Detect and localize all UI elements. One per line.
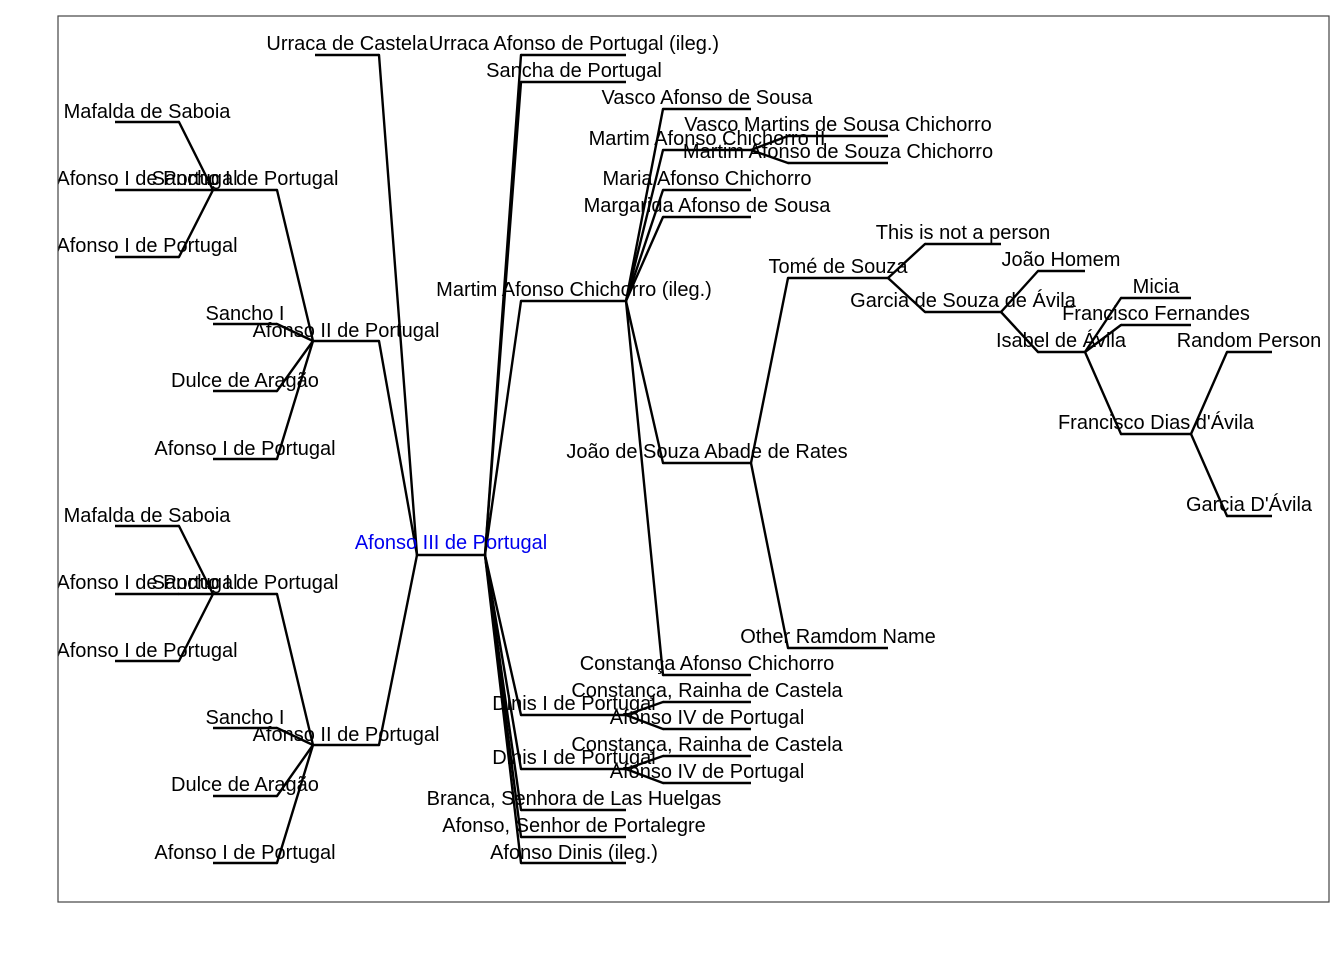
edge-father2-dulce: [275, 743, 315, 798]
node-afonso-i-bottom-2[interactable]: Afonso I de Portugal: [56, 640, 238, 662]
edge-tome-garcia: [886, 276, 927, 314]
node-afonso-ii-top[interactable]: Afonso II de Portugal: [253, 320, 440, 342]
edge-root-father1: [377, 339, 419, 557]
node-branca[interactable]: Branca, Senhora de Las Huelgas: [427, 788, 722, 810]
node-dulce-1[interactable]: Dulce de Aragão: [171, 370, 319, 392]
tree-edges: [177, 53, 1229, 865]
edge-martim-joao: [624, 299, 665, 465]
node-dinis-2[interactable]: Dinis I de Portugal: [492, 747, 655, 769]
node-dulce-2[interactable]: Dulce de Aragão: [171, 774, 319, 796]
node-joao-souza[interactable]: João de Souza Abade de Rates: [566, 441, 847, 463]
edge-dinis1-constanca: [624, 700, 665, 717]
node-afonso-i-top-2[interactable]: Afonso I de Portugal: [56, 235, 238, 257]
node-urraca-de-castela[interactable]: Urraca de Castela: [266, 33, 428, 55]
node-tome-souza[interactable]: Tomé de Souza: [769, 256, 909, 278]
node-mafalda-bottom[interactable]: Mafalda de Saboia: [64, 505, 232, 527]
node-afonso-i-2[interactable]: Afonso I de Portugal: [154, 842, 335, 864]
edge-root-afonso-dinis: [483, 553, 523, 865]
node-afonso-dinis[interactable]: Afonso Dinis (ileg.): [490, 842, 658, 864]
edge-father1-afonso: [275, 339, 315, 461]
edge-garcia-joao-homem: [999, 269, 1040, 314]
edge-dinis1-afonso-iv: [624, 713, 665, 731]
node-martim-souza[interactable]: Martim Afonso de Souza Chichorro: [683, 141, 993, 163]
node-martim-afonso-ii[interactable]: Martim Afonso Chichorro II: [589, 128, 826, 150]
node-garcia-souza[interactable]: Garcia de Souza de Ávila: [850, 289, 1077, 312]
node-mafalda-top[interactable]: Mafalda de Saboia: [64, 101, 232, 123]
node-underlines: [115, 53, 1272, 865]
edge-tome-notperson: [886, 242, 927, 280]
node-vasco-afonso[interactable]: Vasco Afonso de Sousa: [602, 87, 814, 109]
node-martim-afonso-chichorro[interactable]: Martim Afonso Chichorro (ileg.): [436, 279, 712, 301]
edge-martim-margarida: [624, 215, 665, 303]
node-random-person[interactable]: Random Person: [1177, 330, 1322, 352]
node-sancho-i-2[interactable]: Sancho I: [206, 707, 285, 729]
node-micia[interactable]: Micia: [1133, 276, 1181, 298]
node-constanca-rainha-2[interactable]: Constança, Rainha de Castela: [571, 734, 843, 756]
node-afonso-iv-2[interactable]: Afonso IV de Portugal: [610, 761, 805, 783]
edge-joao-other: [749, 461, 790, 650]
node-francisco-dias[interactable]: Francisco Dias d'Ávila: [1058, 411, 1255, 434]
node-isabel-avila[interactable]: Isabel de Ávila: [996, 329, 1127, 352]
node-sancho-i-bottom[interactable]: Sancho I de Portugal: [152, 572, 339, 594]
edge-martim-martim2: [624, 148, 665, 303]
node-afonso-iv-1[interactable]: Afonso IV de Portugal: [610, 707, 805, 729]
edge-father2-sancho: [275, 726, 315, 747]
edge-martim2-martim-souza: [749, 148, 790, 165]
edge-sancho-bottom-mafalda: [177, 524, 215, 596]
edge-martim-maria: [624, 188, 665, 303]
node-sancho-i-top[interactable]: Sancho I de Portugal: [152, 168, 339, 190]
edge-father2-sancho-bottom: [275, 592, 315, 747]
node-constanca-chichorro[interactable]: Constança Afonso Chichorro: [580, 653, 835, 675]
edge-father1-sancho-top: [275, 188, 315, 343]
node-afonso-i-1[interactable]: Afonso I de Portugal: [154, 438, 335, 460]
edge-martim-vasco: [624, 107, 665, 303]
edge-root-sancha: [483, 80, 523, 557]
edge-isabel-francisco-dias: [1083, 350, 1123, 436]
edge-francisco-garcia-davila: [1189, 432, 1229, 518]
node-not-a-person[interactable]: This is not a person: [876, 222, 1051, 244]
node-labels: Afonso III de Portugal Urraca de Castela…: [56, 33, 1322, 864]
edge-dinis2-afonso-iv: [624, 767, 665, 785]
node-afonso-portalegre[interactable]: Afonso, Senhor de Portalegre: [442, 815, 706, 837]
node-francisco-fernandes[interactable]: Francisco Fernandes: [1062, 303, 1250, 325]
node-afonso-i-bottom-1[interactable]: Afonso I de Portugal: [56, 572, 238, 594]
node-afonso-ii-bottom[interactable]: Afonso II de Portugal: [253, 724, 440, 746]
edge-root-urraca: [377, 53, 419, 557]
edge-sancho-top-mafalda: [177, 120, 215, 192]
edge-francisco-random: [1189, 350, 1229, 436]
node-dinis-1[interactable]: Dinis I de Portugal: [492, 693, 655, 715]
node-sancha[interactable]: Sancha de Portugal: [486, 60, 662, 82]
edge-isabel-francisco-fernandes: [1083, 323, 1123, 354]
node-afonso-i-top-1[interactable]: Afonso I de Portugal: [56, 168, 238, 190]
node-garcia-davila[interactable]: Garcia D'Ávila: [1186, 493, 1313, 516]
edge-joao-tome: [749, 276, 790, 465]
root-node-label[interactable]: Afonso III de Portugal: [355, 532, 547, 554]
node-maria-afonso[interactable]: Maria Afonso Chichorro: [603, 168, 812, 190]
edge-root-father2: [377, 553, 419, 747]
edge-father2-afonso: [275, 743, 315, 865]
edge-sancho-top-afonso2: [177, 188, 215, 259]
edge-sancho-bottom-afonso2: [177, 592, 215, 663]
node-constanca-rainha-1[interactable]: Constança, Rainha de Castela: [571, 680, 843, 702]
node-sancho-i-1[interactable]: Sancho I: [206, 303, 285, 325]
edge-root-martim: [483, 299, 523, 557]
plot-frame: [57, 15, 1330, 903]
node-margarida[interactable]: Margarida Afonso de Sousa: [584, 195, 832, 217]
node-joao-homem[interactable]: João Homem: [1002, 249, 1121, 271]
edge-root-dinis1: [483, 553, 523, 717]
edge-martim2-vasco-martins: [749, 134, 790, 152]
edge-father1-dulce: [275, 339, 315, 393]
edge-isabel-micia: [1083, 296, 1123, 354]
node-urraca-afonso[interactable]: Urraca Afonso de Portugal (ileg.): [429, 33, 719, 55]
node-vasco-martins[interactable]: Vasco Martins de Sousa Chichorro: [684, 114, 992, 136]
edge-garcia-isabel: [999, 310, 1040, 354]
edge-dinis2-constanca: [624, 754, 665, 771]
edge-father1-sancho: [275, 322, 315, 343]
edge-martim-constanca: [624, 299, 665, 677]
node-other-random[interactable]: Other Ramdom Name: [740, 626, 936, 648]
